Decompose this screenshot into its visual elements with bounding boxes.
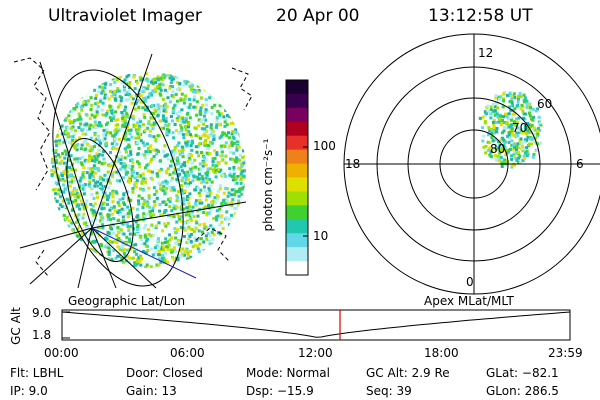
colorbar-segment <box>286 121 308 137</box>
colorbar-segment <box>286 247 308 262</box>
colorbar-segment <box>286 163 308 178</box>
info-dsp: Dsp: −15.9 <box>246 384 314 398</box>
colorbar-segment <box>286 219 308 234</box>
colorbar-segment <box>286 177 308 192</box>
geo-coastlines <box>13 57 253 277</box>
date-label: 20 Apr 00 <box>276 6 360 26</box>
colorbar-segment <box>286 233 308 248</box>
colorbar-segment <box>286 191 308 206</box>
mlt-label-0: 0 <box>466 275 474 289</box>
colorbar-label: photon cm⁻²s⁻¹ <box>261 138 275 232</box>
mlt-label-12: 12 <box>478 46 494 60</box>
mlt-label-18: 18 <box>345 157 361 171</box>
mlat-label-70: 70 <box>512 121 528 135</box>
colorbar-segment <box>286 107 308 123</box>
colorbar-tick-100: 100 <box>313 139 336 153</box>
info-mode: Mode: Normal <box>246 366 330 380</box>
timeline-ylabel: GC Alt <box>9 307 23 345</box>
mlat-label-80: 80 <box>490 142 506 156</box>
info-gc-alt: GC Alt: 2.9 Re <box>366 366 450 380</box>
info-glon: GLon: 286.5 <box>486 384 559 398</box>
timeline-xtick-1800: 18:00 <box>424 346 459 360</box>
mlt-label-6: 6 <box>576 157 584 171</box>
polar-plot <box>343 33 600 295</box>
apex-map-label: Apex MLat/MLT <box>424 294 514 308</box>
colorbar-segment <box>286 135 308 151</box>
info-seq: Seq: 39 <box>366 384 412 398</box>
timeline-xtick-1200: 12:00 <box>298 346 333 360</box>
colorbar-segment <box>286 205 308 220</box>
timeline-ytick-bottom: 1.8 <box>32 328 52 342</box>
page-title: Ultraviolet Imager <box>48 6 202 26</box>
info-glat: GLat: −82.1 <box>486 366 559 380</box>
timeline-xtick-0600: 06:00 <box>170 346 205 360</box>
polar-emission <box>478 91 543 169</box>
info-flt: Flt: LBHL <box>10 366 64 380</box>
info-door: Door: Closed <box>126 366 203 380</box>
geographic-map <box>13 53 253 289</box>
info-ip: IP: 9.0 <box>10 384 48 398</box>
colorbar <box>285 79 309 276</box>
timeline-plot <box>61 309 571 341</box>
colorbar-tick-10: 10 <box>313 229 329 243</box>
time-label: 13:12:58 UT <box>428 6 533 26</box>
colorbar-segment <box>286 80 308 95</box>
timeline-ytick-top: 9.0 <box>32 306 52 320</box>
polar-grid <box>343 33 600 295</box>
info-gain: Gain: 13 <box>126 384 177 398</box>
timeline-xtick-0000: 00:00 <box>44 346 79 360</box>
timeline-xtick-2359: 23:59 <box>548 346 583 360</box>
colorbar-segment <box>286 93 308 109</box>
geo-grid <box>19 53 247 289</box>
colorbar-segment <box>286 261 308 276</box>
geo-map-label: Geographic Lat/Lon <box>68 294 186 308</box>
mlat-label-60: 60 <box>537 97 553 111</box>
colorbar-segment <box>286 149 308 165</box>
